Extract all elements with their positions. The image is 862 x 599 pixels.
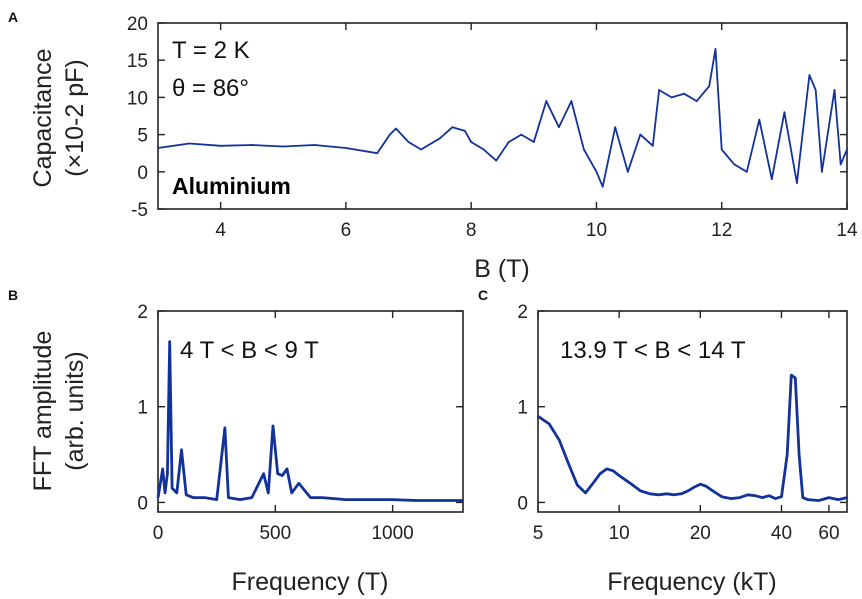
panel-c-x-tick-label: 40	[771, 523, 792, 544]
panel-a-y-tick-label: 10	[127, 88, 148, 109]
panel-label-c: C	[478, 287, 488, 303]
panel-b-y-tick-label: 2	[137, 302, 148, 323]
panel-a-y-tick-label: 15	[127, 51, 148, 72]
panel-c-x-tick-label: 20	[690, 523, 711, 544]
panel-b-frame	[157, 310, 464, 513]
panel-b-x-tick-label: 500	[259, 523, 291, 544]
panel-b-y-tick-label: 1	[137, 398, 148, 419]
panel-a-x-tick-label: 10	[586, 220, 607, 241]
panel-b-y-axis-label-line1: FFT amplitude	[29, 331, 57, 492]
panel-a-material-label: Aluminium	[172, 173, 291, 199]
panel-c-y-tick-label: 2	[517, 302, 528, 323]
panel-b-field-range-annotation: 4 T < B < 9 T	[180, 337, 319, 364]
panel-a-x-tick-label: 4	[215, 220, 226, 241]
panel-label-b: B	[8, 287, 18, 303]
panel-a-capacitance-trace	[157, 48, 848, 188]
panel-a-y-tick-label: 20	[127, 14, 148, 35]
panel-b-x-tick-label: 1000	[371, 523, 413, 544]
panel-a-ticks: 4 6 8 10 12 14 -5 0 5 10 15 20	[127, 14, 858, 241]
panel-c: C 5 10 20 40 60 0 1 2 13.9 T < B < 14 T Frequen…	[478, 287, 848, 596]
panel-c-x-tick-label: 60	[818, 523, 839, 544]
panel-a-x-tick-label: 6	[341, 220, 352, 241]
panel-c-fft-trace	[537, 373, 848, 502]
panel-c-x-tick-label: 10	[609, 523, 630, 544]
panel-a-frame	[157, 22, 848, 210]
panel-a-angle-annotation: θ = 86°	[172, 75, 249, 102]
panel-b-x-axis-label: Frequency (T)	[232, 568, 389, 596]
panel-a-x-tick-label: 14	[836, 220, 858, 241]
panel-a-x-tick-label: 8	[466, 220, 477, 241]
panel-c-y-tick-label: 0	[517, 493, 528, 514]
panel-a-x-axis-label: B (T)	[474, 255, 530, 283]
panel-a-y-tick-label: 5	[137, 126, 148, 147]
panel-b-fft-trace	[156, 340, 463, 502]
panel-a-y-tick-label: 0	[137, 163, 148, 184]
panel-b: B 0 500 1000 0 1 2 4 T < B < 9 T Frequency (T…	[8, 287, 464, 596]
panel-c-x-axis-label: Frequency (kT)	[607, 568, 776, 596]
panel-a-y-axis-label-line1: Capacitance	[29, 49, 57, 188]
panel-b-y-axis-label-line2: (arb. units)	[61, 351, 89, 470]
panel-c-y-tick-label: 1	[517, 398, 528, 419]
panel-a-y-tick-label: -5	[131, 200, 148, 221]
panel-a-temperature-annotation: T = 2 K	[172, 37, 250, 64]
panel-b-y-tick-label: 0	[137, 493, 148, 514]
panel-c-frame	[537, 310, 848, 513]
panel-b-x-tick-label: 0	[153, 523, 164, 544]
panel-label-a: A	[8, 9, 18, 25]
panel-a-x-tick-label: 12	[711, 220, 732, 241]
panel-a-y-axis-label-line2: (×10-2 pF)	[61, 59, 89, 176]
panel-a: A 4 6 8 10 12 14 -5 0 5 10 15 20 T = 2 K θ = 86° Al…	[8, 9, 858, 283]
panel-c-field-range-annotation: 13.9 T < B < 14 T	[560, 337, 746, 364]
panel-c-x-tick-label: 5	[533, 523, 544, 544]
